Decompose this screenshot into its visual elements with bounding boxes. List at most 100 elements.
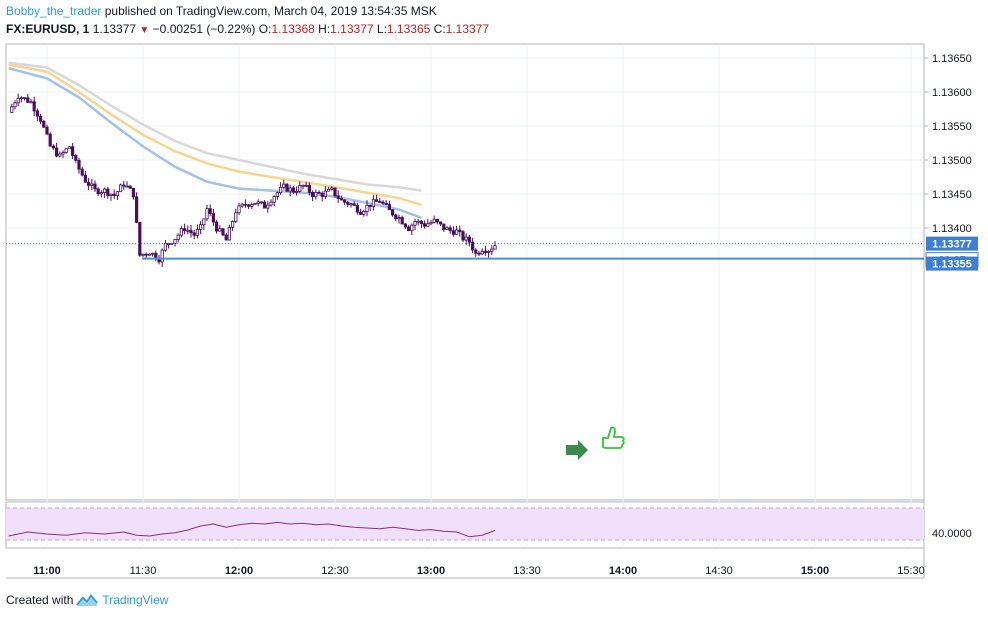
candle-body — [115, 191, 119, 197]
candle-body — [323, 190, 328, 197]
candle-body — [240, 203, 244, 207]
candle-body — [74, 155, 78, 161]
candle-body — [426, 223, 430, 227]
tradingview-link[interactable]: TradingView — [102, 593, 169, 607]
candle-body — [403, 223, 408, 228]
candle-body — [371, 199, 376, 207]
candle-body — [45, 126, 49, 135]
candle-body — [477, 252, 481, 255]
price-chart[interactable]: 1.13650 1.13600 1.13550 1.13500 1.13450 1.134… — [0, 40, 988, 580]
candle-body — [224, 234, 228, 241]
candle-body — [87, 181, 91, 186]
candle-body — [189, 229, 193, 234]
last-price: 1.13377 — [92, 22, 137, 36]
published-text: published on TradingView.com, March 04, … — [104, 4, 437, 18]
candle-body — [250, 204, 254, 207]
ma-slow-line — [8, 61, 422, 192]
candle-body — [55, 147, 59, 157]
candle-body — [237, 205, 241, 214]
candle-body — [99, 192, 103, 195]
candle-body — [390, 209, 395, 216]
candle-body — [458, 229, 462, 233]
candle-body — [464, 236, 468, 241]
time-tick-label: 13:30 — [513, 565, 541, 577]
candle-body — [429, 221, 433, 225]
candle-body — [205, 208, 209, 220]
publish-line: Bobby_the_trader published on TradingVie… — [6, 4, 437, 18]
candle-body — [291, 187, 296, 193]
candle-body — [419, 220, 424, 225]
thumbs-up-icon — [602, 426, 625, 449]
candle-body — [29, 101, 33, 104]
username-link[interactable]: Bobby_the_trader — [6, 4, 102, 18]
open-label: O: — [258, 22, 272, 36]
created-with-text: Created with — [6, 593, 74, 607]
rsi-polyline — [8, 521, 496, 538]
price-tick-label: 1.13500 — [932, 155, 972, 167]
candle-body — [163, 243, 167, 251]
candle-body — [112, 193, 116, 197]
candle-body — [378, 201, 382, 203]
candle-body — [269, 201, 273, 206]
candle-body — [368, 204, 372, 207]
candle-body — [208, 208, 212, 215]
candle-body — [160, 249, 164, 263]
candle-body — [301, 184, 305, 187]
candle-body — [150, 252, 155, 255]
tradingview-logo-icon — [76, 594, 99, 606]
candle-body — [278, 186, 283, 194]
candle-body — [214, 221, 219, 232]
candle-body — [131, 187, 135, 198]
candle-body — [310, 191, 315, 197]
candle-body — [80, 168, 84, 176]
time-tick-labels: 11:00 11:30 12:00 12:30 13:00 13:30 14:00 14:30… — [33, 565, 925, 577]
high-label: H: — [318, 22, 331, 36]
moving-averages — [8, 61, 422, 219]
candle-body — [173, 239, 177, 244]
candle-body — [234, 212, 238, 222]
candle-body — [483, 250, 488, 253]
candle-body — [253, 202, 257, 205]
high-value: 1.13377 — [330, 22, 374, 36]
candle-body — [61, 152, 65, 155]
level-price-tag — [926, 256, 978, 271]
low-value: 1.13365 — [386, 22, 431, 36]
price-tick-label: 1.13650 — [932, 53, 972, 65]
rsi-tick-label: 40.0000 — [932, 528, 972, 540]
candle-body — [448, 227, 452, 232]
candle-body — [442, 223, 446, 230]
candle-body — [282, 183, 286, 188]
candle-body — [147, 253, 151, 256]
candle-body — [218, 228, 222, 232]
candle-body — [362, 211, 366, 215]
candle-body — [422, 223, 427, 227]
candle-body — [288, 187, 292, 192]
candle-body — [198, 224, 203, 230]
candle-body — [397, 217, 401, 219]
candle-body — [317, 191, 321, 194]
candle-body — [486, 251, 491, 253]
low-label: L: — [376, 22, 387, 36]
ohlc-line: FX:EURUSD, 1 1.13377 ▼ −0.00251 (−0.22%)… — [6, 22, 489, 36]
candle-body — [138, 221, 142, 256]
current-price-text: 1.13377 — [932, 239, 972, 251]
candle-body — [435, 218, 440, 223]
candle-body — [134, 196, 139, 223]
time-tick-label: 11:00 — [33, 565, 61, 577]
candle-body — [358, 211, 363, 215]
candle-body — [125, 185, 129, 188]
candle-body — [275, 192, 280, 197]
main-pane[interactable] — [5, 43, 925, 501]
candle-body — [16, 97, 20, 104]
time-tick-label: 12:30 — [321, 565, 349, 577]
candle-body — [93, 183, 97, 190]
candle-body — [13, 102, 17, 108]
candle-body — [90, 183, 94, 186]
candle-body — [336, 195, 340, 199]
candle-body — [272, 196, 276, 203]
time-tick-label: 14:30 — [705, 565, 733, 577]
candle-body — [294, 190, 299, 193]
candle-body — [445, 227, 449, 230]
candle-body — [330, 187, 334, 190]
close-value: 1.13377 — [445, 22, 490, 36]
